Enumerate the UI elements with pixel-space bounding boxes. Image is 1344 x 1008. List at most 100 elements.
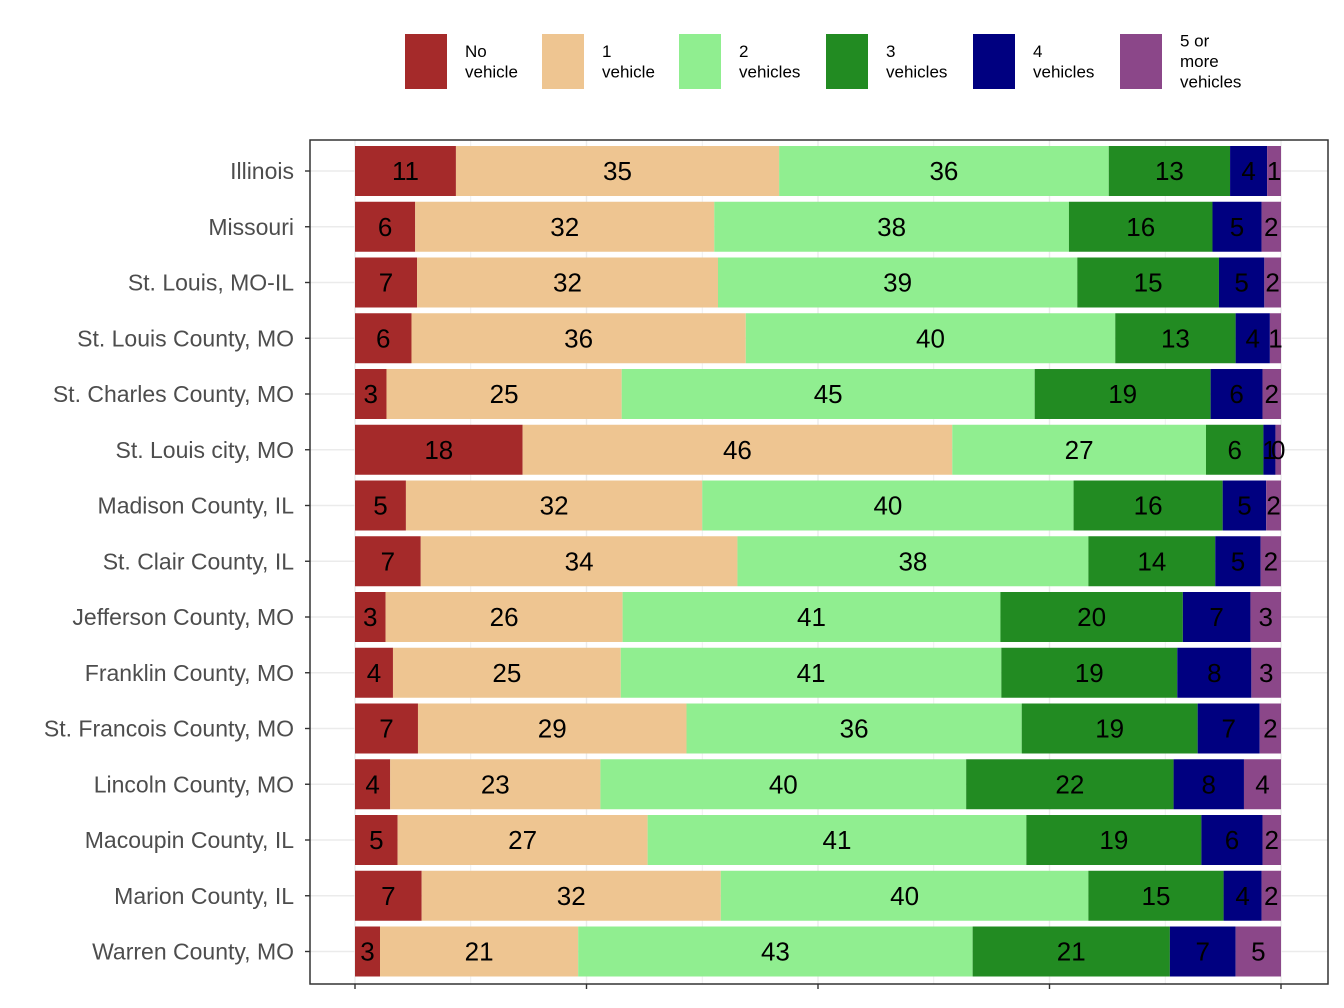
bar-value-label: 40	[873, 491, 902, 521]
bar-value-label: 14	[1137, 546, 1166, 576]
bar-value-label: 3	[364, 379, 378, 409]
y-tick-label: St. Louis, MO-IL	[128, 270, 294, 296]
legend-label: 2 vehicles	[739, 42, 800, 82]
bar-segment	[622, 592, 1001, 642]
bar-value-label: 22	[1055, 769, 1084, 799]
bar-segment	[1259, 703, 1281, 754]
bar-value-label: 5	[1231, 546, 1245, 576]
bar-segment	[1262, 815, 1281, 865]
bar-value-label: 1	[1267, 156, 1281, 186]
bar-value-label: 4	[1255, 769, 1269, 799]
bar-segment	[355, 480, 406, 531]
bar-value-label: 3	[1258, 602, 1272, 632]
bar-value-label: 21	[1057, 937, 1086, 967]
bar-segment	[1261, 201, 1281, 252]
bar-segment	[1077, 257, 1219, 308]
y-tick-label: St. Louis city, MO	[115, 437, 294, 463]
bar-value-label: 32	[557, 881, 586, 911]
bar-segment	[1210, 369, 1263, 419]
bar-segment	[1088, 870, 1224, 921]
bar-value-label: 20	[1077, 602, 1106, 632]
legend-label-line: 3	[886, 42, 895, 61]
bar-segment	[1197, 703, 1260, 754]
bar-segment	[355, 647, 393, 698]
bar-value-label: 7	[379, 268, 393, 298]
bar-value-label: 5	[369, 825, 383, 855]
legend-label-line: 4	[1033, 42, 1042, 61]
bar-value-label: 15	[1142, 881, 1171, 911]
bar-segment	[952, 424, 1206, 475]
legend-label-line: No	[465, 42, 487, 61]
bar-segment	[380, 926, 579, 977]
bar-value-label: 2	[1264, 881, 1278, 911]
bar-segment	[702, 480, 1074, 531]
legend-label: 4 vehicles	[1033, 42, 1094, 82]
bar-value-label: 5	[1237, 491, 1251, 521]
bar-segment	[1177, 647, 1252, 698]
bar-value-label: 3	[360, 937, 374, 967]
bar-segment	[355, 257, 418, 308]
legend-key	[973, 34, 1015, 89]
bar-segment	[1205, 424, 1264, 475]
bar-segment	[392, 647, 621, 698]
bar-segment	[1026, 815, 1202, 865]
bar-segment	[1000, 592, 1183, 642]
bar-segment	[1169, 926, 1236, 977]
bar-value-label: 2	[1264, 212, 1278, 242]
bar-value-label: 19	[1095, 714, 1124, 744]
bar-segment	[737, 536, 1089, 587]
legend-key	[542, 34, 584, 89]
bar-segment	[355, 424, 523, 475]
bar-value-label: 6	[1229, 379, 1243, 409]
bar-segment	[1034, 369, 1211, 419]
bar-value-label: 2	[1265, 268, 1279, 298]
bar-value-label: 3	[363, 602, 377, 632]
bar-value-label: 7	[381, 881, 395, 911]
bar-value-label: 2	[1266, 491, 1280, 521]
y-tick-label: Illinois	[230, 158, 294, 184]
bar-segment	[720, 870, 1089, 921]
bar-segment	[578, 926, 973, 977]
bar-value-label: 26	[490, 602, 519, 632]
bar-value-label: 34	[565, 546, 594, 576]
bar-value-label: 41	[797, 658, 826, 688]
bar-segment	[1115, 313, 1236, 364]
bar-segment	[686, 703, 1022, 754]
bar-segment	[1218, 257, 1265, 308]
y-tick-label: Missouri	[208, 214, 294, 240]
bar-value-label: 7	[379, 714, 393, 744]
bar-segment	[972, 926, 1170, 977]
bar-value-label: 6	[1227, 435, 1241, 465]
bar-value-label: 38	[877, 212, 906, 242]
bar-value-label: 5	[1234, 268, 1248, 298]
bar-value-label: 27	[508, 825, 537, 855]
bar-segment	[1261, 870, 1281, 921]
y-tick-label: Franklin County, MO	[85, 660, 294, 686]
bar-value-label: 21	[465, 937, 494, 967]
bar-segment	[1222, 480, 1267, 531]
bar-segment	[355, 146, 456, 196]
bar-segment	[1230, 146, 1268, 196]
bar-value-label: 36	[564, 323, 593, 353]
bar-value-label: 3	[1259, 658, 1273, 688]
bar-segment	[1251, 647, 1281, 698]
bar-segment	[647, 815, 1027, 865]
bar-value-label: 5	[373, 491, 387, 521]
bar-value-label: 15	[1134, 268, 1163, 298]
bar-value-label: 7	[1221, 714, 1235, 744]
plot-area: 11 35 36 13 4 16 32 38 16 5 27 32 39 15 5 26 36 40 13 4 13 25…	[44, 139, 1329, 989]
legend-label: 5 or more vehicles	[1180, 32, 1241, 92]
bar-value-label: 4	[1241, 156, 1255, 186]
bar-value-label: 41	[797, 602, 826, 632]
bar-value-label: 4	[1235, 881, 1249, 911]
bar-value-label: 7	[1209, 602, 1223, 632]
bar-segment	[1250, 592, 1281, 642]
bar-value-label: 4	[367, 658, 381, 688]
bar-value-label: 46	[723, 435, 752, 465]
bar-value-label: 40	[769, 769, 798, 799]
y-tick-label: Jefferson County, MO	[72, 604, 294, 630]
bar-value-label: 41	[823, 825, 852, 855]
legend-label-line: vehicle	[602, 62, 655, 81]
bar-segment	[355, 201, 416, 252]
bar-segment	[1266, 480, 1281, 531]
